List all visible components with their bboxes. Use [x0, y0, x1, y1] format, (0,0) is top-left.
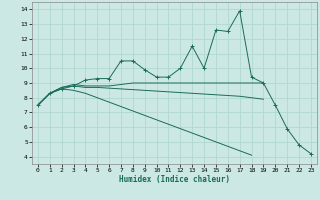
X-axis label: Humidex (Indice chaleur): Humidex (Indice chaleur) — [119, 175, 230, 184]
